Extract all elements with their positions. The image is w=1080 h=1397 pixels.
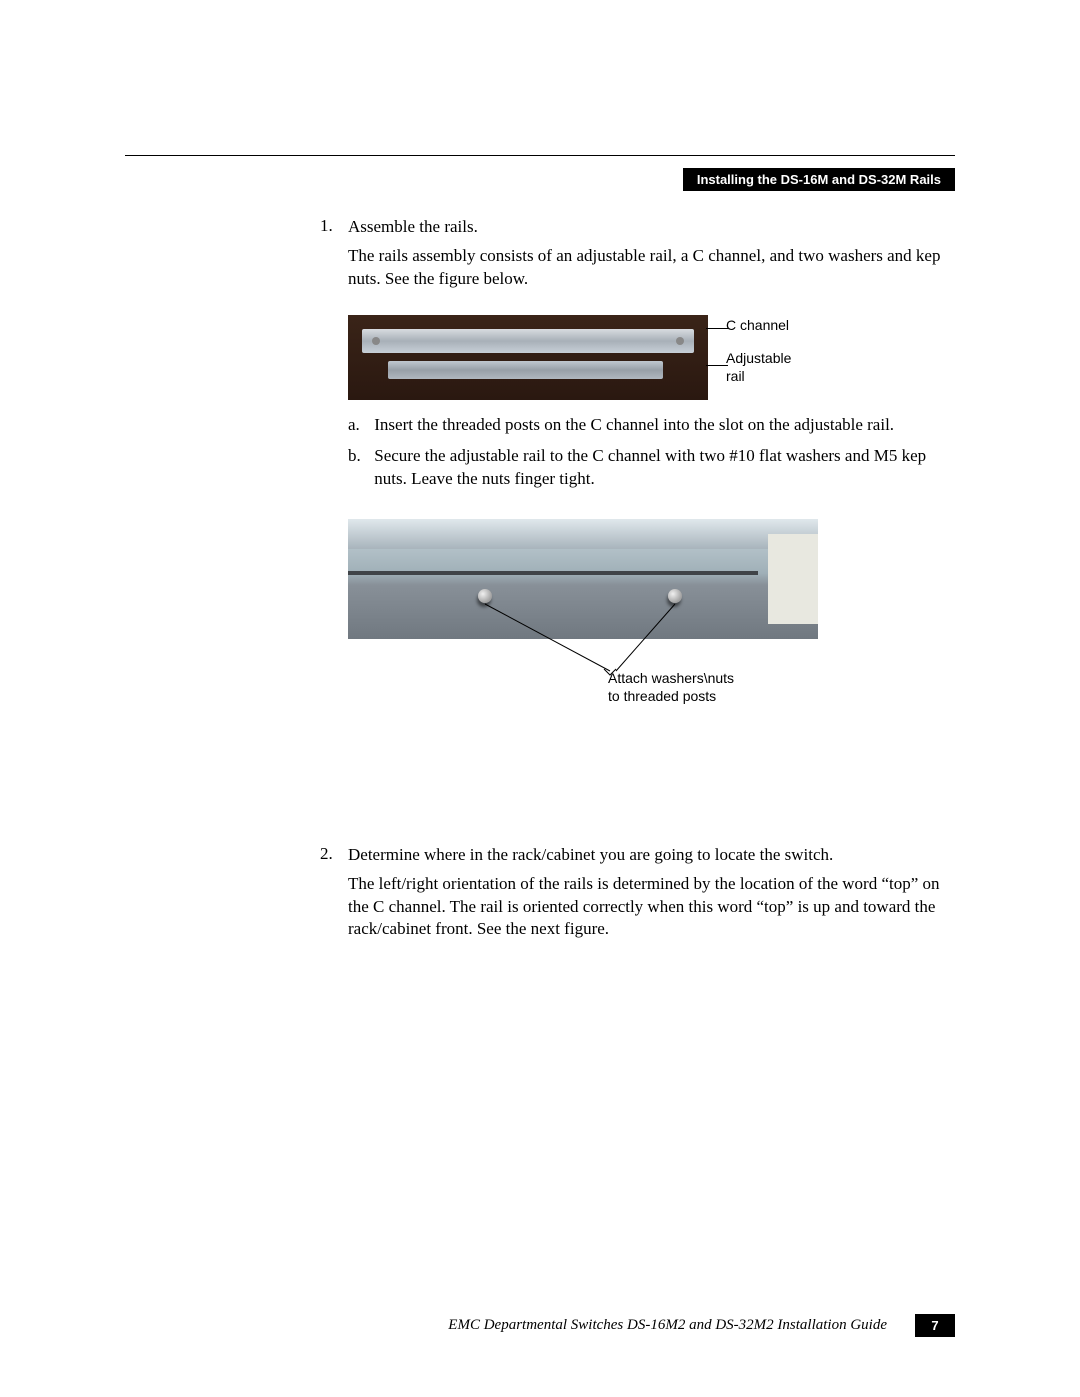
- caption-line2: to threaded posts: [608, 687, 734, 705]
- leader-line-icon: [706, 365, 728, 366]
- substep-b: b. Secure the adjustable rail to the C c…: [348, 445, 955, 491]
- label-adjustable-rail-line2: rail: [726, 368, 791, 386]
- c-channel-shape: [362, 329, 694, 353]
- leader-line-icon: [706, 328, 728, 329]
- content-area: 1. Assemble the rails. The rails assembl…: [320, 216, 955, 957]
- label-c-channel: C channel: [726, 317, 791, 335]
- caption-line1: Attach washers\nuts: [608, 669, 734, 687]
- substep-text: Insert the threaded posts on the C chann…: [374, 414, 953, 437]
- substep-letter: a.: [348, 414, 370, 437]
- substep-text: Secure the adjustable rail to the C chan…: [374, 445, 953, 491]
- step-number: 2.: [320, 844, 344, 864]
- footer-doc-title: EMC Departmental Switches DS-16M2 and DS…: [448, 1317, 887, 1334]
- step-body: Determine where in the rack/cabinet you …: [348, 844, 953, 948]
- step-1: 1. Assemble the rails. The rails assembl…: [320, 216, 955, 297]
- rail-groove-shape: [348, 571, 758, 575]
- step-number: 1.: [320, 216, 344, 236]
- section-header-bar: Installing the DS-16M and DS-32M Rails: [683, 168, 955, 191]
- step-title: Assemble the rails.: [348, 216, 953, 239]
- substeps: a. Insert the threaded posts on the C ch…: [348, 414, 955, 491]
- step-title: Determine where in the rack/cabinet you …: [348, 844, 953, 867]
- step-2: 2. Determine where in the rack/cabinet y…: [320, 844, 955, 948]
- step-body: Assemble the rails. The rails assembly c…: [348, 216, 953, 297]
- threaded-post-icon: [478, 589, 492, 603]
- page-frame: Installing the DS-16M and DS-32M Rails 1…: [125, 155, 955, 1337]
- label-adjustable-rail-line1: Adjustable: [726, 350, 791, 368]
- figure-1-labels: C channel Adjustable rail: [726, 317, 791, 386]
- figure-1: C channel Adjustable rail: [348, 315, 838, 400]
- threaded-post-icon: [668, 589, 682, 603]
- page-footer: EMC Departmental Switches DS-16M2 and DS…: [125, 1314, 955, 1337]
- substep-a: a. Insert the threaded posts on the C ch…: [348, 414, 955, 437]
- figure-2-image: [348, 519, 818, 639]
- step-description: The left/right orientation of the rails …: [348, 873, 953, 942]
- adjustable-rail-shape: [388, 361, 663, 379]
- rail-edge-shape: [348, 519, 818, 549]
- figure-2: Attach washers\nuts to threaded posts: [348, 519, 858, 639]
- bracket-shape: [768, 534, 818, 624]
- figure-1-image: [348, 315, 708, 400]
- figure-2-caption: Attach washers\nuts to threaded posts: [608, 669, 734, 705]
- page-number: 7: [915, 1314, 955, 1337]
- step-description: The rails assembly consists of an adjust…: [348, 245, 953, 291]
- substep-letter: b.: [348, 445, 370, 468]
